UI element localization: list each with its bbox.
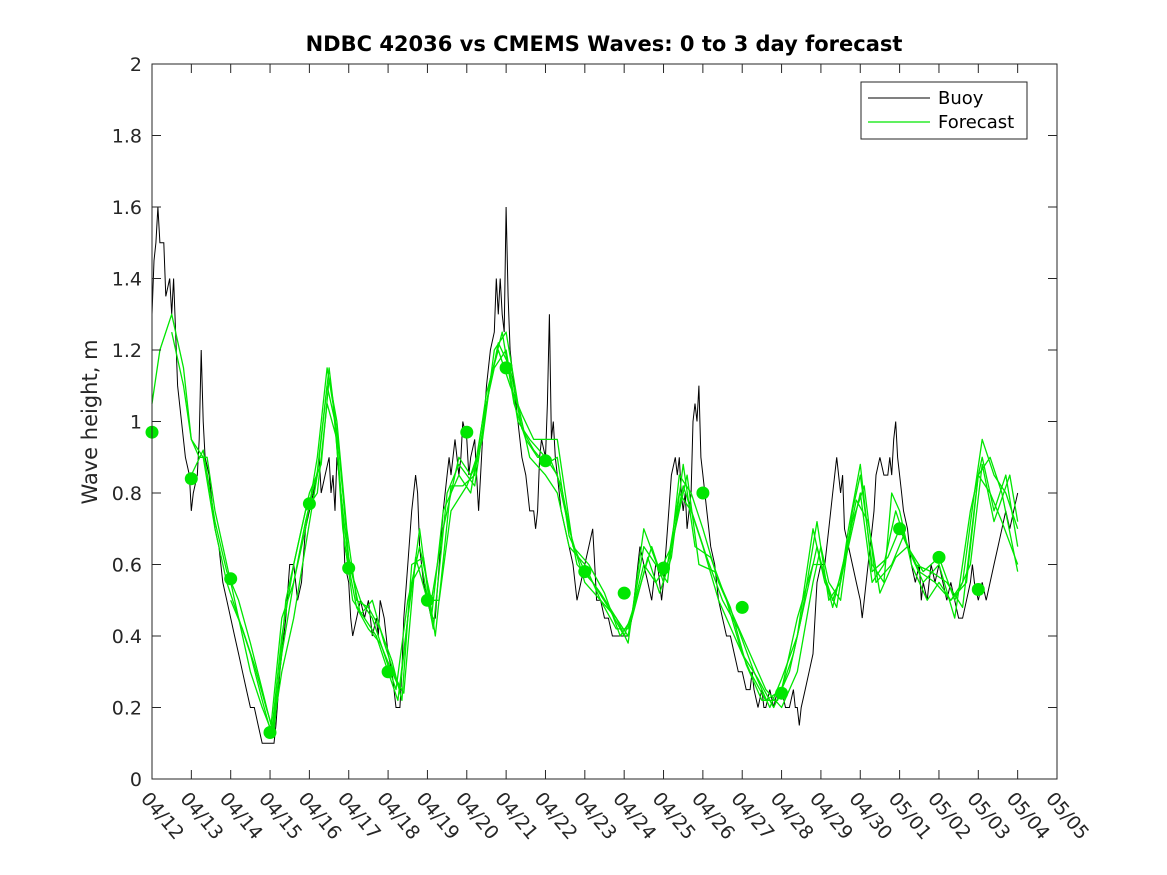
y-tick-label: 0.8 [112, 483, 142, 505]
y-tick-label: 0.4 [112, 626, 142, 648]
y-tick-label: 2 [130, 54, 142, 76]
forecast-run-line-5 [269, 331, 1019, 737]
y-tick-label: 1.4 [112, 269, 142, 291]
y-tick-label: 1.2 [112, 340, 142, 362]
forecast-marker-8 [420, 593, 434, 607]
forecast-marker-15 [696, 486, 710, 500]
forecast-marker-14 [657, 561, 670, 575]
forecast-marker-5 [302, 497, 316, 511]
y-tick-label: 0 [130, 769, 142, 791]
forecast-marker-19 [932, 550, 946, 564]
forecast-marker-9 [460, 425, 474, 439]
forecast-marker-2 [184, 472, 198, 486]
y-tick-label: 1 [130, 412, 142, 434]
forecast-marker-20 [971, 583, 985, 596]
forecast-marker-12 [578, 565, 592, 579]
y-axis-label: Wave height, m [78, 339, 102, 504]
forecast-marker-4 [263, 726, 277, 739]
forecast-marker-7 [381, 665, 395, 679]
y-tick-label: 0.2 [112, 698, 142, 720]
forecast-marker-13 [617, 586, 631, 600]
legend-buoy-label: Buoy [938, 88, 984, 109]
chart-title: NDBC 42036 vs CMEMS Waves: 0 to 3 day fo… [306, 32, 903, 56]
legend-forecast-label: Forecast [938, 112, 1014, 133]
y-tick-label: 1.6 [112, 197, 142, 219]
forecast-marker-10 [499, 361, 513, 375]
forecast-marker-3 [224, 572, 238, 586]
forecast-marker-18 [893, 522, 907, 536]
y-tick-label: 0.6 [112, 555, 142, 577]
series-layer [145, 206, 1019, 744]
legend: Buoy Forecast [860, 81, 1028, 140]
forecast-marker-16 [735, 600, 749, 614]
forecast-marker-6 [342, 561, 356, 575]
forecast-marker-11 [539, 454, 552, 468]
y-tick-label: 1.8 [112, 126, 142, 148]
plot-area [152, 64, 1057, 779]
forecast-run-line-1 [151, 313, 1019, 734]
legend-box [860, 81, 1028, 140]
forecast-marker-17 [775, 686, 789, 700]
